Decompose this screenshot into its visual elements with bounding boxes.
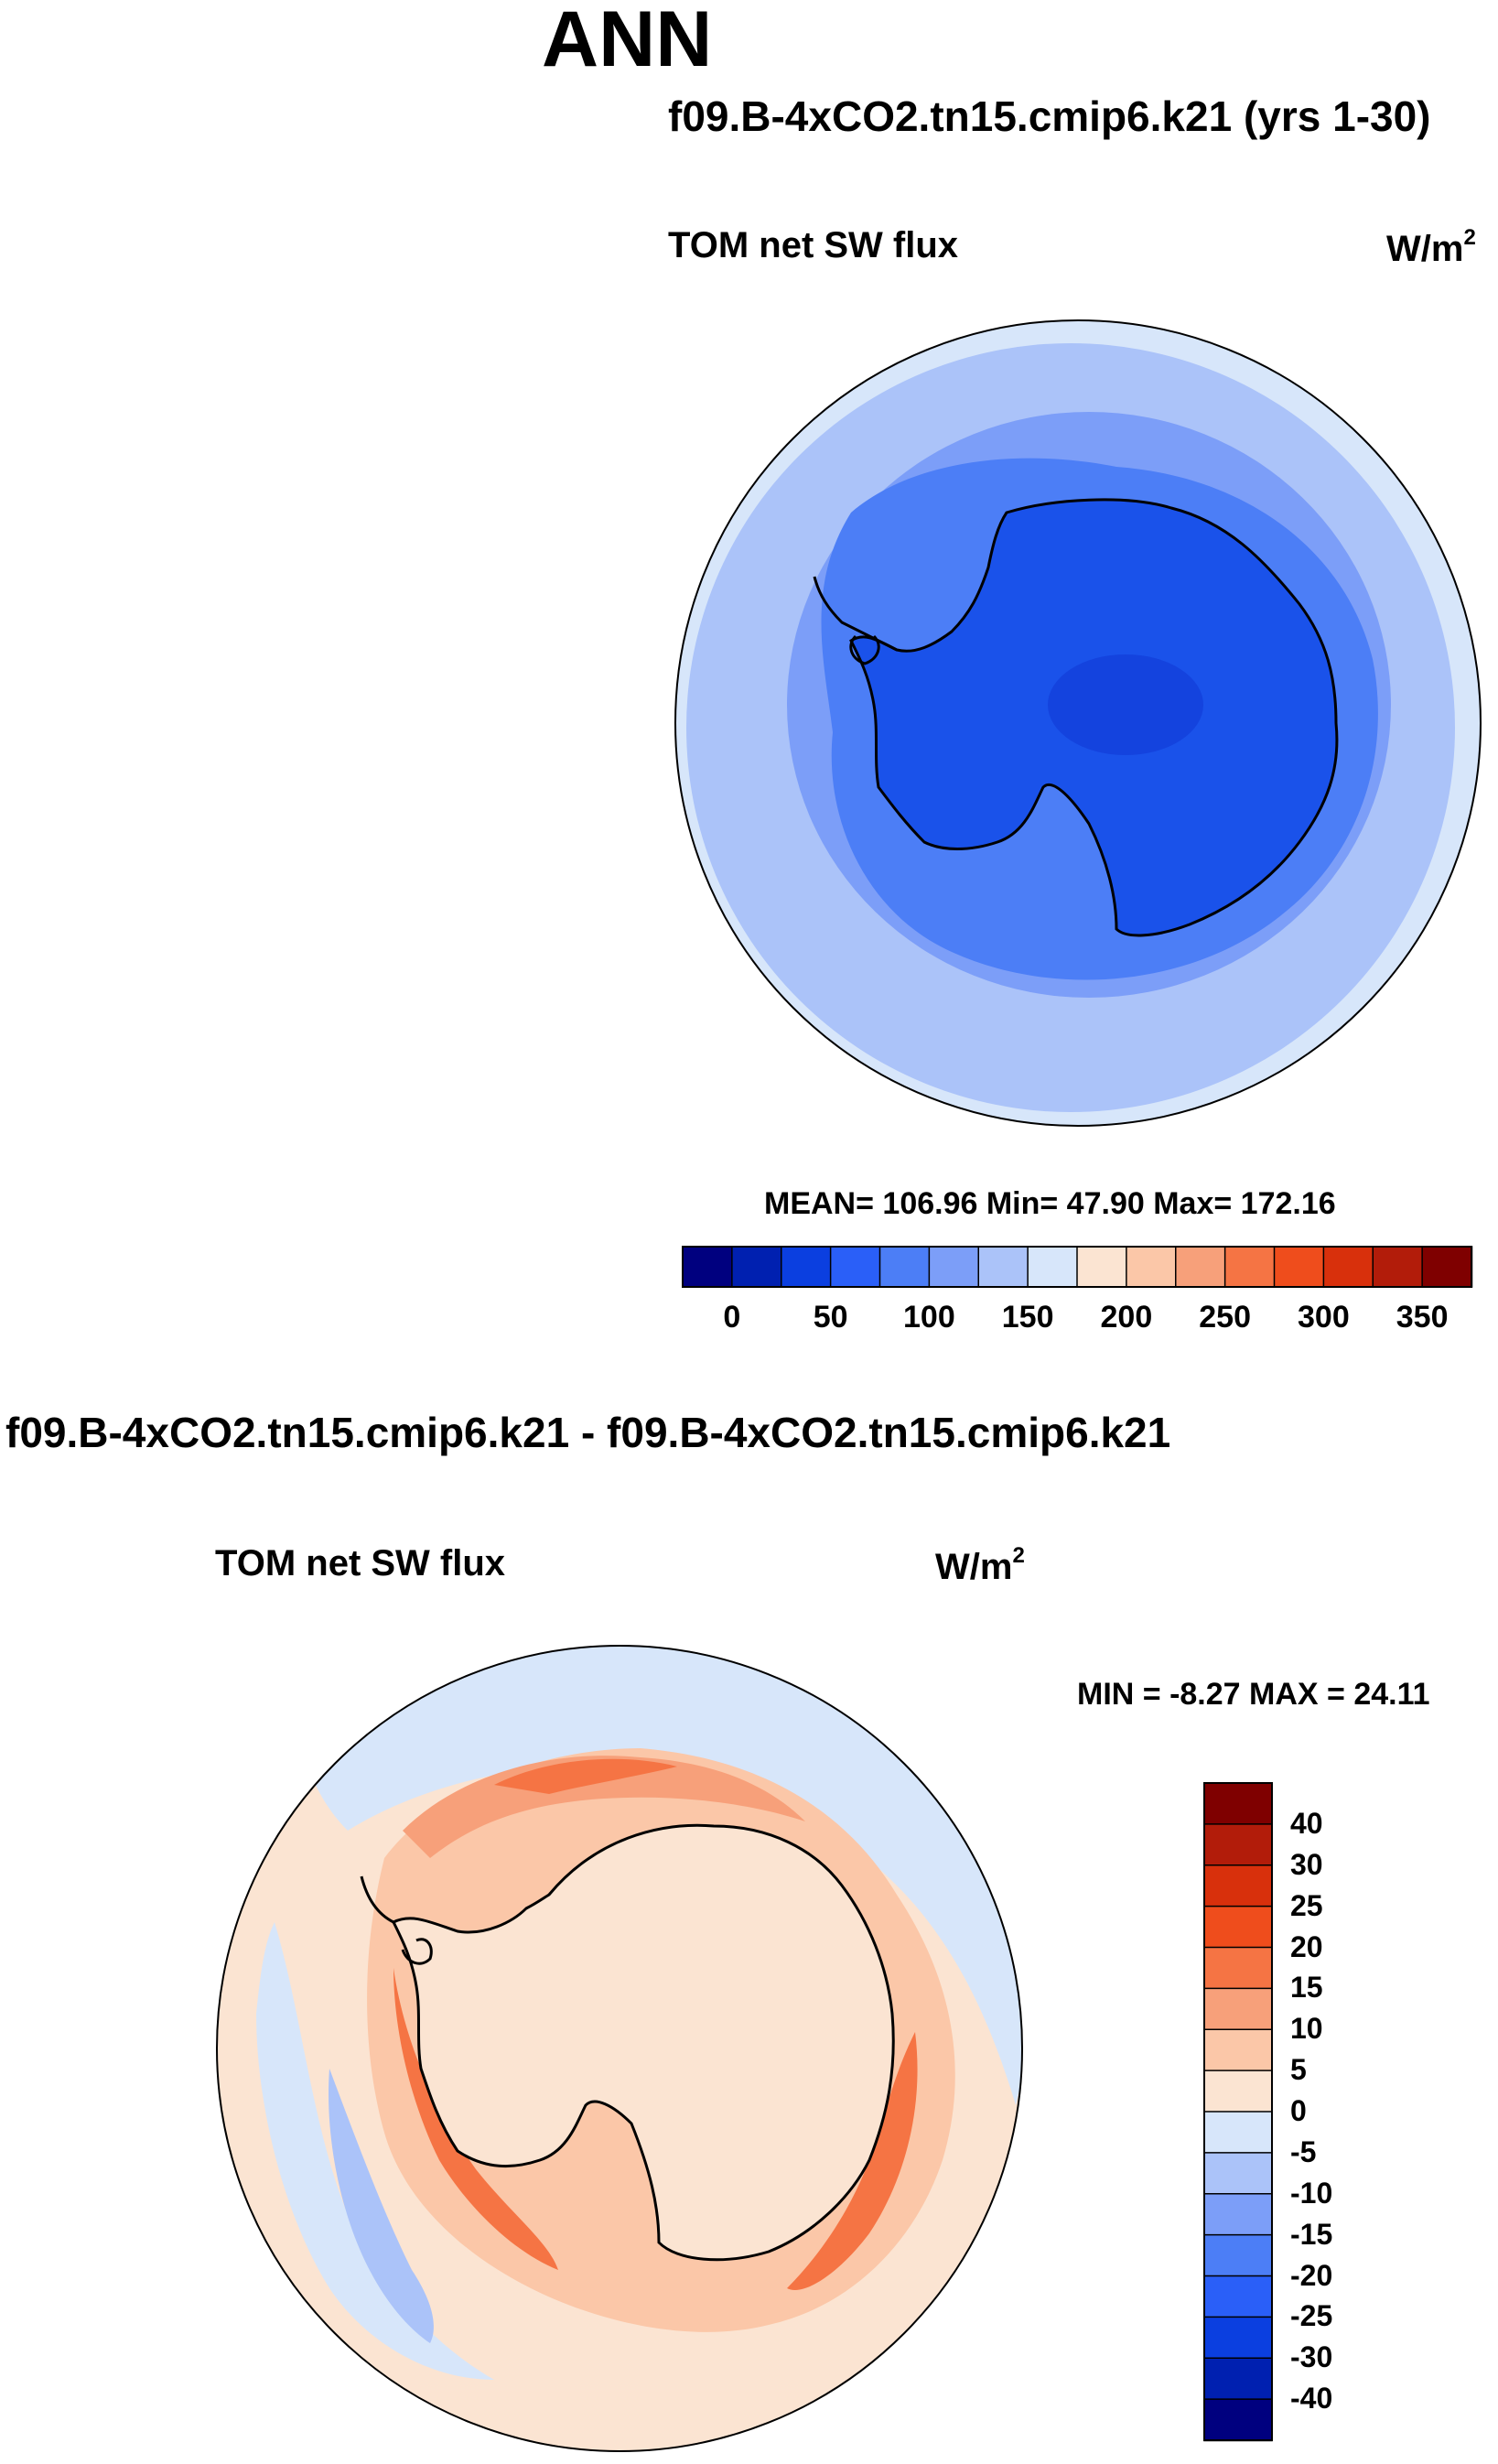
bottom-case-title: f09.B-4xCO2.tn15.cmip6.k21 - f09.B-4xCO2… bbox=[5, 1409, 1171, 1456]
top-colorbar-swatch bbox=[1076, 1246, 1128, 1288]
bottom-colorbar-swatch bbox=[1203, 1946, 1273, 1990]
top-case-title: f09.B-4xCO2.tn15.cmip6.k21 (yrs 1-30) bbox=[668, 92, 1431, 140]
top-map-border bbox=[674, 319, 1482, 1127]
bottom-colorbar-tick-label: 15 bbox=[1290, 1971, 1323, 2005]
bottom-units-base: W/m bbox=[935, 1547, 1013, 1587]
bottom-colorbar-tick-label: 0 bbox=[1290, 2094, 1307, 2127]
bottom-polar-map bbox=[217, 1646, 1022, 2451]
top-colorbar-swatch bbox=[1175, 1246, 1226, 1288]
bottom-colorbar-swatch bbox=[1203, 1823, 1273, 1866]
top-colorbar-tick-label: 200 bbox=[1100, 1300, 1153, 1335]
top-polar-map bbox=[675, 320, 1481, 1126]
bottom-colorbar-swatch bbox=[1203, 2316, 1273, 2360]
bottom-map-negative-west-core bbox=[329, 2069, 434, 2343]
bottom-colorbar-swatch bbox=[1203, 2111, 1273, 2155]
top-map-peninsula bbox=[813, 576, 898, 665]
top-colorbar-swatch bbox=[781, 1246, 832, 1288]
bottom-colorbar-tick-label: 25 bbox=[1290, 1888, 1323, 1922]
bottom-map-core-east bbox=[787, 2032, 918, 2290]
bottom-colorbar-swatch bbox=[1203, 2357, 1273, 2401]
top-variable-label: TOM net SW flux bbox=[668, 225, 959, 265]
bottom-colorbar-tick-label: 20 bbox=[1290, 1929, 1323, 1963]
top-colorbar-swatch bbox=[977, 1246, 1029, 1288]
top-colorbar-tick-label: 350 bbox=[1396, 1300, 1449, 1335]
top-colorbar-tick-label: 300 bbox=[1298, 1300, 1350, 1335]
season-title: ANN bbox=[542, 0, 713, 83]
top-colorbar-swatch bbox=[829, 1246, 881, 1288]
bottom-map-core-southwest bbox=[393, 1968, 558, 2270]
top-stats: MEAN= 106.96 Min= 47.90 Max= 172.16 bbox=[764, 1186, 1336, 1221]
top-map-interior-minimum bbox=[1048, 654, 1203, 755]
bottom-colorbar-tick-label: -5 bbox=[1290, 2134, 1317, 2168]
bottom-units-label: W/m2 bbox=[935, 1543, 1025, 1588]
top-colorbar-swatch bbox=[1126, 1246, 1177, 1288]
bottom-colorbar-tick-label: -40 bbox=[1290, 2382, 1333, 2415]
bottom-colorbar-tick-label: -30 bbox=[1290, 2340, 1333, 2374]
top-colorbar-tick-label: 0 bbox=[723, 1300, 741, 1335]
bottom-colorbar-tick-label: -20 bbox=[1290, 2258, 1333, 2292]
bottom-colorbar-swatch bbox=[1203, 1905, 1273, 1949]
bottom-colorbar-tick-label: 5 bbox=[1290, 2053, 1307, 2087]
bottom-colorbar-tick-label: 40 bbox=[1290, 1806, 1323, 1840]
top-colorbar-tick-label: 150 bbox=[1001, 1300, 1054, 1335]
bottom-colorbar-swatch bbox=[1203, 2070, 1273, 2113]
top-colorbar-swatch bbox=[928, 1246, 980, 1288]
bottom-colorbar-frame bbox=[1203, 1782, 1273, 2441]
top-colorbar-swatch bbox=[1223, 1246, 1276, 1288]
bottom-variable-label: TOM net SW flux bbox=[215, 1543, 506, 1583]
bottom-colorbar-swatch bbox=[1203, 2193, 1273, 2236]
bottom-colorbar-tick-label: -25 bbox=[1290, 2299, 1333, 2333]
top-colorbar-swatch bbox=[682, 1246, 734, 1288]
top-colorbar-tick-label: 50 bbox=[813, 1300, 848, 1335]
bottom-colorbar-swatch bbox=[1203, 2275, 1273, 2318]
bottom-colorbar-swatch bbox=[1203, 1864, 1273, 1907]
bottom-units-exponent: 2 bbox=[1012, 1543, 1025, 1568]
top-colorbar-swatch bbox=[1273, 1246, 1325, 1288]
top-colorbar-swatch bbox=[1027, 1246, 1079, 1288]
bottom-map-antarctica bbox=[391, 1823, 895, 2262]
bottom-colorbar-tick-label: 10 bbox=[1290, 2012, 1323, 2046]
bottom-colorbar-tick-label: -10 bbox=[1290, 2176, 1333, 2210]
bottom-colorbar-tick-label: 30 bbox=[1290, 1847, 1323, 1881]
bottom-map-peninsula bbox=[360, 1875, 433, 1965]
top-colorbar-frame bbox=[682, 1246, 1472, 1288]
top-colorbar-swatch bbox=[1322, 1246, 1374, 1288]
top-units-base: W/m bbox=[1386, 229, 1464, 269]
top-units-exponent: 2 bbox=[1463, 225, 1476, 250]
top-colorbar-swatch bbox=[1421, 1246, 1473, 1288]
top-colorbar-tick-label: 100 bbox=[903, 1300, 955, 1335]
top-colorbar-tick-label: 250 bbox=[1199, 1300, 1251, 1335]
bottom-colorbar-swatch bbox=[1203, 2233, 1273, 2277]
bottom-colorbar-swatch bbox=[1203, 2398, 1273, 2442]
bottom-colorbar-swatch bbox=[1203, 2152, 1273, 2195]
bottom-colorbar-tick-label: -15 bbox=[1290, 2217, 1333, 2251]
bottom-stats: MIN = -8.27 MAX = 24.11 bbox=[1077, 1677, 1430, 1712]
top-units-label: W/m2 bbox=[1386, 225, 1476, 270]
bottom-map-core-north bbox=[494, 1758, 677, 1794]
top-colorbar-swatch bbox=[878, 1246, 931, 1288]
top-colorbar-swatch bbox=[1372, 1246, 1424, 1288]
top-colorbar bbox=[682, 1246, 1473, 1288]
bottom-map-border bbox=[216, 1645, 1023, 2452]
top-colorbar-swatch bbox=[731, 1246, 782, 1288]
bottom-colorbar bbox=[1203, 1782, 1273, 2442]
bottom-map-negative-north bbox=[299, 1646, 1022, 2105]
bottom-colorbar-swatch bbox=[1203, 1782, 1273, 1826]
bottom-colorbar-swatch bbox=[1203, 2028, 1273, 2072]
bottom-colorbar-swatch bbox=[1203, 1987, 1273, 2031]
bottom-map-negative-west bbox=[256, 1922, 494, 2380]
